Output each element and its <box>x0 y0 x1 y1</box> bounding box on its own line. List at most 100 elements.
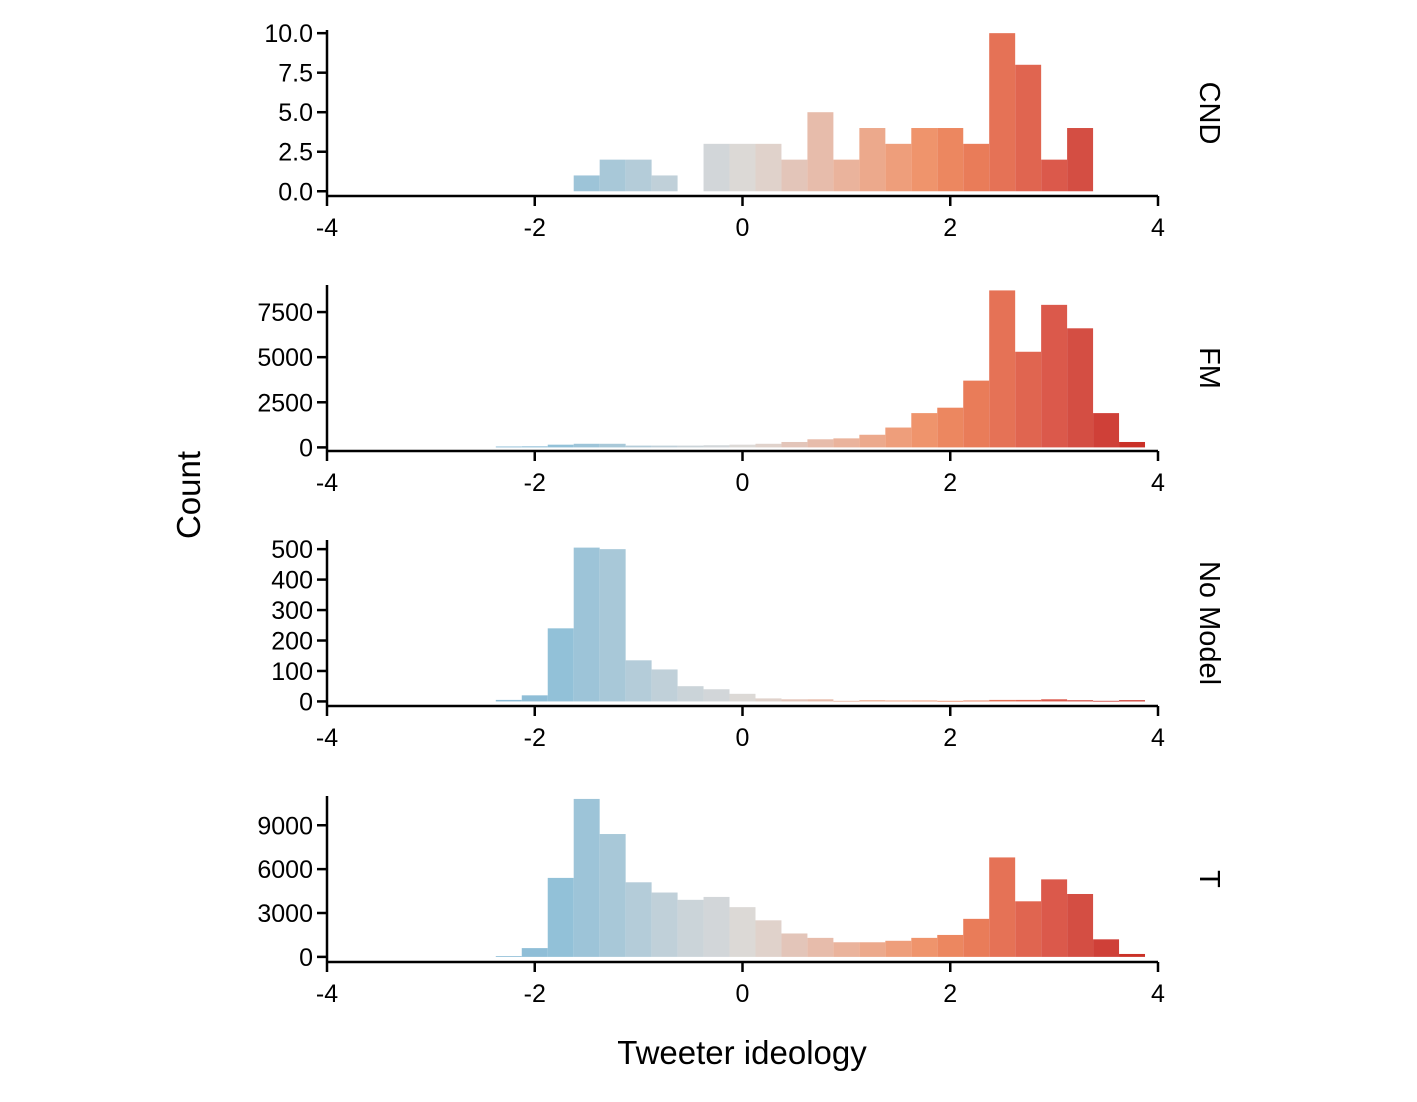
histogram-bar <box>963 143 990 192</box>
x-tick-label: 0 <box>736 214 750 242</box>
y-tick-label: 500 <box>271 536 313 564</box>
histogram-bar <box>677 686 704 702</box>
histogram-bar <box>755 443 782 448</box>
facet-t: 0 3000 6000 9000 -4 -2 0 2 4 T <box>257 796 1225 1008</box>
histogram-bar <box>963 700 990 702</box>
y-tick-label: 300 <box>271 597 313 625</box>
histogram-bar <box>599 159 626 192</box>
x-tick-label: 2 <box>943 214 957 242</box>
histogram-bar <box>599 834 626 957</box>
histogram-bar <box>755 143 782 192</box>
histogram-bar <box>729 907 756 957</box>
x-tick-label: 0 <box>736 724 750 752</box>
histogram-bar <box>703 896 730 957</box>
x-tick-label: 2 <box>943 469 957 497</box>
histogram-bar <box>625 159 652 192</box>
histogram-bar <box>1015 351 1042 448</box>
y-tick-label: 5.0 <box>278 99 313 127</box>
histogram-bar <box>1041 304 1068 448</box>
y-tick-label: 0 <box>299 688 313 716</box>
histogram-bar <box>1067 328 1094 448</box>
histogram-bar <box>859 700 886 702</box>
histogram-bar <box>833 942 860 957</box>
histogram-bar <box>781 699 808 702</box>
histogram-bar <box>1067 700 1094 702</box>
histogram-bar <box>885 143 912 192</box>
histogram-bar <box>937 700 964 702</box>
histogram-bar <box>1093 700 1120 702</box>
histogram-bar <box>859 942 886 957</box>
y-tick-label: 400 <box>271 567 313 595</box>
histogram-bar <box>833 159 860 192</box>
histogram-bar <box>781 159 808 192</box>
y-tick-label: 7.5 <box>278 60 313 88</box>
histogram-bar <box>625 660 652 702</box>
histogram-bar <box>1041 879 1068 957</box>
histogram-bar <box>625 882 652 957</box>
x-tick-label: 2 <box>943 724 957 752</box>
histogram-bar <box>833 700 860 702</box>
histogram-bar <box>521 695 548 702</box>
x-tick-label: -4 <box>316 980 338 1008</box>
facet-label: No Model <box>1193 561 1225 685</box>
histogram-bar <box>573 798 600 957</box>
histogram-bar <box>911 937 938 957</box>
histogram-bar <box>573 443 600 448</box>
histogram-bar <box>937 407 964 448</box>
y-tick-label: 100 <box>271 658 313 686</box>
y-tick-label: 3000 <box>257 900 313 928</box>
histogram-bar <box>547 444 574 448</box>
histogram-bar <box>1015 901 1042 957</box>
y-axis-title: Count <box>170 451 207 539</box>
y-tick-label: 9000 <box>257 812 313 840</box>
histogram-bar <box>911 128 938 192</box>
histogram-bar <box>963 918 990 957</box>
histogram-bar <box>1093 413 1120 448</box>
histogram-bar <box>547 877 574 957</box>
histogram-bar <box>573 175 600 192</box>
histogram-bar <box>807 699 834 702</box>
histogram-bar <box>963 380 990 448</box>
histogram-bar <box>755 920 782 957</box>
histogram-bar <box>1015 64 1042 192</box>
histogram-bar <box>1041 699 1068 702</box>
histogram-bar <box>807 937 834 957</box>
histogram-bar <box>495 956 522 957</box>
histogram-bar <box>1015 699 1042 702</box>
y-tick-label: 7500 <box>257 299 313 327</box>
histogram-bar <box>677 899 704 957</box>
histogram-bar <box>859 128 886 192</box>
histogram-bar <box>989 699 1016 702</box>
histogram-bar <box>651 445 678 448</box>
x-tick-label: -2 <box>524 214 546 242</box>
histogram-bar <box>989 857 1016 957</box>
x-tick-label: -2 <box>524 724 546 752</box>
histogram-bar <box>625 445 652 448</box>
histogram-bar <box>651 669 678 702</box>
histogram-bar <box>729 444 756 448</box>
histogram-bar <box>703 445 730 448</box>
facet-label: FM <box>1193 347 1225 389</box>
x-tick-label: 4 <box>1151 980 1165 1008</box>
histogram-bar <box>1119 700 1146 702</box>
facet-label: CND <box>1193 82 1225 145</box>
histogram-bar <box>937 128 964 192</box>
histogram-bar <box>1067 128 1094 192</box>
histogram-bar <box>703 143 730 192</box>
y-tick-label: 0.0 <box>278 178 313 206</box>
facet-panels: 0.02.55.07.510.0-4 -2 0 2 4CND0250050007500-… <box>257 20 1225 1008</box>
x-tick-label: 4 <box>1151 724 1165 752</box>
histogram-bar <box>885 940 912 957</box>
histogram-bar <box>521 446 548 448</box>
histogram-bar <box>729 693 756 702</box>
histogram-bar <box>495 446 522 448</box>
x-tick-label: -2 <box>524 980 546 1008</box>
histogram-bar <box>1119 441 1146 448</box>
x-axis-title: Tweeter ideology <box>617 1034 867 1071</box>
histogram-bar <box>807 439 834 448</box>
histogram-bar <box>807 112 834 192</box>
histogram-bar <box>599 549 626 702</box>
histogram-bar <box>495 699 522 702</box>
facet-label: T <box>1193 870 1225 888</box>
